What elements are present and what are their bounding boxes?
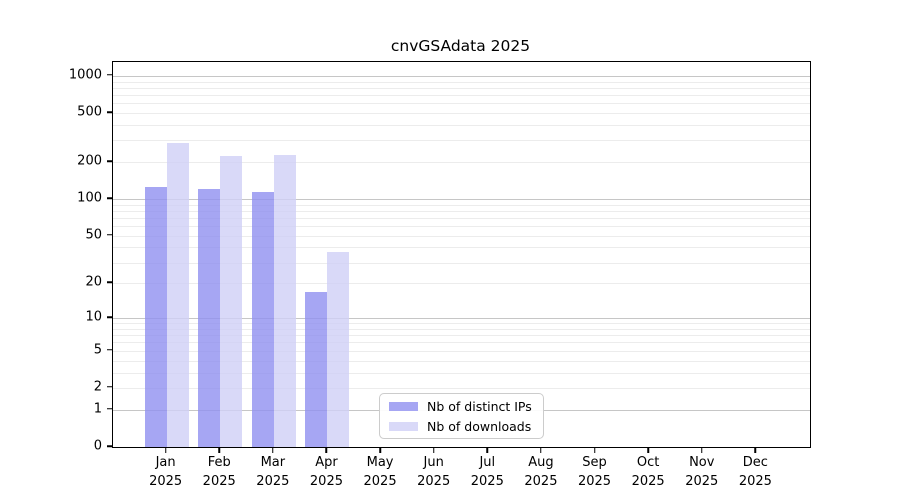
minor-gridline <box>113 87 810 89</box>
plot-area <box>112 61 811 448</box>
x-tick-label-jun: Jun 2025 <box>417 455 451 489</box>
x-tick-mark <box>486 447 489 453</box>
x-tick-label-sep: Sep 2025 <box>577 455 612 489</box>
minor-gridline <box>113 335 810 337</box>
minor-gridline <box>113 94 810 96</box>
x-tick-mark <box>701 447 703 453</box>
minor-gridline <box>113 235 810 237</box>
y-tick-label-500: 500 <box>77 104 102 120</box>
minor-gridline <box>113 342 810 344</box>
x-tick-mark <box>432 447 435 453</box>
legend-entry-nb-of-distinct-ips: Nb of distinct IPs <box>389 399 534 414</box>
minor-gridline <box>113 283 810 285</box>
minor-gridline <box>113 372 810 374</box>
minor-gridline <box>113 247 810 249</box>
bar-nb-of-downloads-mar <box>273 155 296 447</box>
x-tick-mark <box>325 447 328 453</box>
minor-gridline <box>113 387 810 389</box>
minor-gridline <box>113 162 810 164</box>
y-tick-label-1000: 1000 <box>68 67 102 83</box>
x-tick-label-mar: Mar 2025 <box>256 455 290 489</box>
x-tick-label-oct: Oct 2025 <box>631 455 665 489</box>
minor-gridline <box>113 360 810 362</box>
minor-gridline <box>113 217 810 219</box>
bar-nb-of-distinct-ips-feb <box>198 188 221 447</box>
x-tick-mark <box>379 447 381 453</box>
minor-gridline <box>113 328 810 330</box>
x-tick-label-nov: Nov 2025 <box>685 455 719 489</box>
minor-gridline <box>113 210 810 212</box>
y-tick-mark <box>107 74 112 76</box>
y-tick-mark <box>107 197 112 199</box>
y-tick-mark <box>107 348 112 351</box>
x-tick-label-apr: Apr 2025 <box>309 455 343 489</box>
minor-gridline <box>113 81 810 83</box>
x-tick-mark <box>593 447 596 453</box>
major-gridline <box>113 75 810 78</box>
x-tick-mark <box>647 447 649 453</box>
x-tick-mark <box>272 447 274 453</box>
chart-title: cnvGSAdata 2025 <box>390 37 531 55</box>
y-tick-mark <box>107 160 112 162</box>
y-tick-label-5: 5 <box>93 342 102 358</box>
minor-gridline <box>113 350 810 352</box>
y-tick-mark <box>107 111 112 113</box>
bar-nb-of-downloads-jan <box>166 142 189 447</box>
legend-label-nb-of-downloads: Nb of downloads <box>427 418 532 434</box>
minor-gridline <box>113 124 810 126</box>
y-tick-mark <box>107 281 112 284</box>
minor-gridline <box>113 204 810 206</box>
y-tick-mark <box>107 234 112 236</box>
legend-entry-nb-of-downloads: Nb of downloads <box>389 419 534 434</box>
legend-swatch-nb-of-distinct-ips <box>389 401 418 411</box>
y-tick-label-200: 200 <box>77 153 102 169</box>
y-tick-mark <box>107 316 112 318</box>
y-tick-label-10: 10 <box>85 309 102 325</box>
bar-nb-of-downloads-feb <box>220 156 243 447</box>
x-tick-label-feb: Feb 2025 <box>202 455 236 489</box>
x-tick-mark <box>218 447 220 453</box>
x-tick-label-aug: Aug 2025 <box>524 455 558 489</box>
y-tick-label-100: 100 <box>77 190 102 206</box>
legend-swatch-nb-of-downloads <box>389 421 418 431</box>
bar-nb-of-distinct-ips-mar <box>251 191 274 447</box>
x-tick-label-jul: Jul 2025 <box>470 455 504 489</box>
major-gridline <box>113 318 810 320</box>
y-tick-mark <box>107 408 112 410</box>
y-tick-label-0: 0 <box>93 438 102 454</box>
legend-label-nb-of-distinct-ips: Nb of distinct IPs <box>427 398 532 414</box>
minor-gridline <box>113 262 810 264</box>
major-gridline <box>113 199 810 201</box>
minor-gridline <box>113 103 810 105</box>
y-tick-label-50: 50 <box>85 227 102 243</box>
y-tick-mark <box>107 445 112 447</box>
minor-gridline <box>113 113 810 115</box>
x-tick-mark <box>540 447 542 453</box>
bar-nb-of-downloads-apr <box>327 251 350 447</box>
y-tick-label-2: 2 <box>93 379 102 395</box>
x-tick-mark <box>754 447 757 453</box>
minor-gridline <box>113 140 810 142</box>
bar-nb-of-distinct-ips-apr <box>305 291 328 447</box>
x-tick-label-jan: Jan 2025 <box>149 455 183 489</box>
legend: Nb of distinct IPs Nb of downloads <box>379 393 544 439</box>
x-tick-label-dec: Dec 2025 <box>738 455 772 489</box>
y-tick-mark <box>107 386 112 388</box>
y-tick-label-20: 20 <box>85 274 102 290</box>
minor-gridline <box>113 323 810 325</box>
bar-nb-of-distinct-ips-jan <box>144 186 167 447</box>
minor-gridline <box>113 226 810 228</box>
x-tick-label-may: May 2025 <box>363 455 397 489</box>
plot-inner <box>113 62 810 447</box>
x-tick-mark <box>164 447 167 453</box>
y-tick-label-1: 1 <box>93 401 102 417</box>
